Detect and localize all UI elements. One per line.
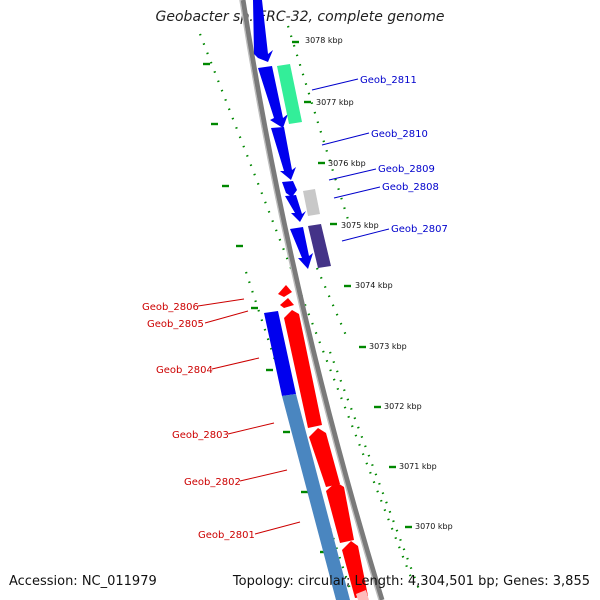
- kbp-label: 3070 kbp: [415, 522, 453, 531]
- kbp-label: 3072 kbp: [384, 402, 422, 411]
- kbp-label: 3071 kbp: [399, 462, 437, 471]
- gene-label-geob-2811[interactable]: Geob_2811: [360, 75, 417, 86]
- leader-line: [197, 298, 245, 307]
- genome-backbone-highlight: [239, 0, 380, 600]
- leader-line: [204, 310, 249, 324]
- leader-line: [311, 78, 359, 91]
- gene-label-geob-2810[interactable]: Geob_2810: [371, 129, 428, 140]
- gene-arrow: [342, 541, 368, 598]
- kbp-label: 3075 kbp: [341, 221, 379, 230]
- gene-label-geob-2809[interactable]: Geob_2809: [378, 164, 435, 175]
- gene-steelblue: [282, 394, 350, 600]
- gene-arrow: [278, 285, 292, 297]
- gene-label-geob-2808[interactable]: Geob_2808: [382, 182, 439, 193]
- gene-arrow: [271, 127, 296, 180]
- gene-label-geob-2804[interactable]: Geob_2804: [156, 365, 213, 376]
- genome-title: Geobacter sp. FRC-32, complete genome: [155, 9, 445, 25]
- gene-arrow: [326, 482, 354, 543]
- gene-label-geob-2803[interactable]: Geob_2803: [172, 430, 229, 441]
- kbp-label: 3076 kbp: [328, 159, 366, 168]
- leader-line: [239, 469, 288, 482]
- rna-gene-teal: [277, 64, 302, 124]
- gene-arrow: [282, 181, 297, 197]
- gene-arrow: [285, 195, 306, 222]
- gene-label-geob-2805[interactable]: Geob_2805: [147, 319, 204, 330]
- inner-tick-track: [315, 267, 350, 341]
- forward-leaders: [311, 78, 390, 242]
- genome-summary: Topology: circular; Length: 4,304,501 bp…: [232, 574, 590, 589]
- gene-arrow: [253, 0, 273, 62]
- accession-label: Accession: NC_011979: [9, 574, 157, 589]
- gene-label-geob-2806[interactable]: Geob_2806: [142, 302, 199, 313]
- gene-arrow-faded: [356, 590, 369, 600]
- gene-arrow: [280, 298, 294, 308]
- reverse-leaders: [197, 298, 301, 535]
- leader-line: [254, 521, 301, 535]
- gene-purple: [308, 224, 331, 268]
- leader-line: [321, 132, 370, 146]
- gene-arrow: [284, 310, 322, 428]
- leader-line: [328, 168, 377, 181]
- forward-genes: [253, 0, 313, 396]
- kbp-label: 3078 kbp: [305, 36, 343, 45]
- gene-arrow: [264, 311, 296, 396]
- leader-line: [211, 357, 260, 370]
- kbp-label: 3074 kbp: [355, 281, 393, 290]
- leader-line: [341, 228, 390, 242]
- outer-tick-track: [198, 33, 414, 581]
- kbp-label: 3073 kbp: [369, 342, 407, 351]
- gene-arrow: [258, 66, 288, 128]
- gene-label-geob-2807[interactable]: Geob_2807: [391, 224, 448, 235]
- gene-arrow: [309, 428, 340, 487]
- outer-major-ticks: [203, 62, 327, 554]
- kbp-label: 3077 kbp: [316, 98, 354, 107]
- gene-arrow: [290, 227, 313, 269]
- reverse-genes: [278, 285, 369, 600]
- gene-label-geob-2802[interactable]: Geob_2802: [184, 477, 241, 488]
- gene-label-geob-2801[interactable]: Geob_2801: [198, 530, 255, 541]
- pseudo-gene-gray: [303, 189, 320, 216]
- genome-backbone: [240, 0, 385, 600]
- leader-line: [333, 186, 381, 199]
- major-ticks: [292, 40, 412, 529]
- leader-line: [227, 422, 275, 435]
